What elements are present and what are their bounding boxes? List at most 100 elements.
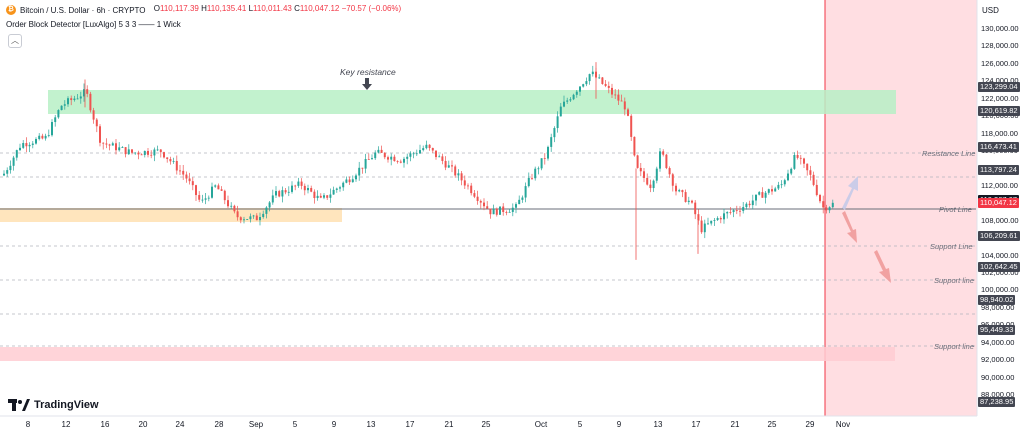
candle-body bbox=[89, 93, 92, 111]
candle-body bbox=[559, 106, 562, 117]
candle-body bbox=[70, 98, 73, 101]
candle-body bbox=[358, 167, 361, 176]
candle-body bbox=[367, 159, 370, 160]
candle-body bbox=[76, 98, 79, 100]
candle-body bbox=[339, 187, 341, 189]
candle-body bbox=[620, 100, 623, 102]
tradingview-logo[interactable]: TradingView bbox=[8, 399, 99, 411]
pivot-line-label: Pivot Line bbox=[939, 205, 972, 214]
time-tick-label: 9 bbox=[616, 420, 622, 429]
time-tick-label: 29 bbox=[805, 420, 815, 429]
candle-body bbox=[345, 179, 348, 183]
candle-body bbox=[390, 156, 393, 160]
candle-body bbox=[220, 189, 223, 191]
price-tag: 87,238.95 bbox=[978, 396, 1016, 407]
candle-body bbox=[198, 195, 201, 200]
resistance-line-label: Resistance Line bbox=[922, 149, 976, 158]
time-tick-label: 17 bbox=[691, 420, 701, 429]
candle-body bbox=[150, 154, 153, 156]
candle-body bbox=[755, 194, 757, 201]
candle-body bbox=[809, 170, 812, 175]
symbol-name: Bitcoin / U.S. Dollar · 6h · CRYPTO bbox=[20, 5, 146, 15]
candle-body bbox=[780, 184, 783, 186]
candle-body bbox=[207, 197, 210, 199]
candle-body bbox=[815, 184, 818, 196]
candle-body bbox=[793, 154, 796, 169]
candle-body bbox=[719, 218, 722, 220]
time-tick-label: 8 bbox=[25, 420, 31, 429]
candle-body bbox=[579, 86, 581, 92]
candle-body bbox=[447, 165, 450, 168]
candle-body bbox=[732, 210, 735, 213]
price-tick-label: 100,000.00 bbox=[981, 285, 1019, 295]
low-value: 110,011.43 bbox=[253, 4, 292, 13]
candle-body bbox=[678, 190, 681, 192]
candle-body bbox=[294, 185, 297, 187]
candle-body bbox=[463, 180, 466, 186]
candle-body bbox=[204, 198, 207, 200]
candle-body bbox=[211, 186, 213, 198]
candle-body bbox=[239, 217, 242, 221]
candle-body bbox=[124, 147, 127, 155]
price-tick-label: 130,000.00 bbox=[981, 24, 1019, 33]
close-label: C bbox=[294, 4, 300, 13]
price-tag: 116,473.41 bbox=[978, 141, 1019, 152]
indicator-legend[interactable]: Order Block Detector [LuxAlgo] 5 3 3 —— … bbox=[6, 20, 181, 29]
candle-body bbox=[831, 202, 834, 208]
price-tick-label: 118,000.00 bbox=[981, 128, 1018, 138]
candle-body bbox=[377, 149, 380, 153]
candle-body bbox=[179, 170, 181, 172]
candle-body bbox=[307, 188, 309, 191]
candle-body bbox=[153, 149, 156, 156]
price-tag: 95,449.33 bbox=[978, 325, 1016, 336]
candle-body bbox=[489, 208, 492, 215]
price-tag: 98,940.02 bbox=[978, 294, 1016, 305]
candle-body bbox=[396, 161, 399, 162]
open-value: 110,117.39 bbox=[160, 4, 199, 13]
candle-body bbox=[297, 181, 300, 186]
candle-body bbox=[662, 151, 665, 155]
collapse-legend-button[interactable]: ︿ bbox=[8, 34, 22, 48]
candle-body bbox=[681, 190, 684, 193]
candle-body bbox=[495, 208, 498, 215]
candle-body bbox=[569, 99, 572, 101]
candle-body bbox=[361, 167, 364, 169]
candle-body bbox=[799, 157, 802, 159]
candle-body bbox=[492, 208, 495, 215]
candle-body bbox=[684, 192, 687, 202]
symbol-title[interactable]: ₿ Bitcoin / U.S. Dollar · 6h · CRYPTO bbox=[6, 5, 146, 15]
candle-body bbox=[271, 195, 274, 203]
key-resistance-label: Key resistance bbox=[340, 67, 396, 77]
candle-body bbox=[671, 174, 674, 186]
candle-body bbox=[403, 158, 405, 163]
candle-body bbox=[633, 136, 636, 156]
candle-body bbox=[639, 167, 642, 172]
symbol-header[interactable]: ₿ Bitcoin / U.S. Dollar · 6h · CRYPTO O1… bbox=[6, 4, 401, 15]
candle-body bbox=[767, 189, 770, 193]
candle-body bbox=[51, 122, 53, 136]
candle-body bbox=[262, 213, 265, 218]
candle-body bbox=[143, 150, 146, 155]
candle-body bbox=[783, 180, 786, 185]
support-line-label-3: Support line bbox=[934, 342, 975, 351]
candle-body bbox=[652, 180, 655, 189]
time-tick-label: 21 bbox=[444, 420, 454, 429]
candle-body bbox=[428, 144, 431, 148]
candle-body bbox=[687, 200, 690, 202]
candle-body bbox=[700, 220, 703, 233]
forecast-zone bbox=[825, 0, 977, 416]
candle-body bbox=[460, 173, 463, 181]
time-tick-label: 25 bbox=[481, 420, 491, 429]
candle-body bbox=[300, 181, 303, 186]
price-tick-label: 124,000.00 bbox=[981, 76, 1019, 86]
candle-body bbox=[425, 144, 428, 149]
candle-body bbox=[806, 163, 809, 171]
time-tick-label: 16 bbox=[100, 420, 110, 429]
candle-body bbox=[236, 211, 239, 218]
candle-body bbox=[291, 185, 293, 192]
time-tick-label: 13 bbox=[653, 420, 663, 429]
candle-body bbox=[473, 193, 476, 197]
candle-body bbox=[83, 89, 85, 97]
